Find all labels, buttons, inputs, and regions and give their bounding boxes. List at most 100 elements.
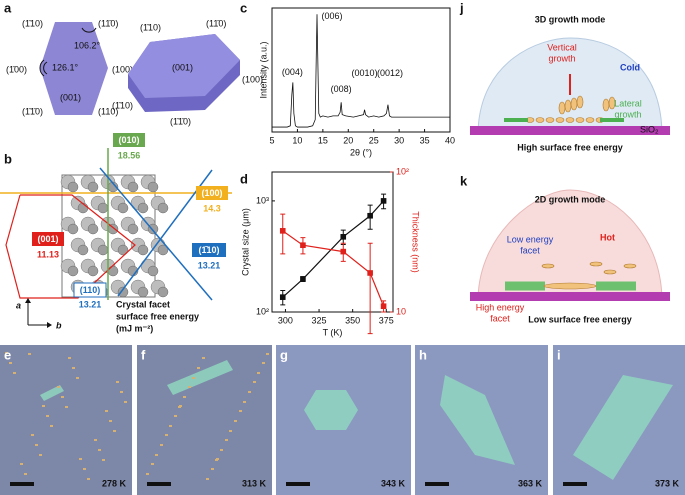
facet-box: [196, 186, 228, 200]
atom: [147, 181, 159, 193]
debris: [229, 430, 232, 432]
debris: [9, 362, 12, 364]
facet-name: (100): [201, 188, 222, 198]
facet-label: (1̄10): [22, 18, 43, 28]
facet-label: (100): [112, 64, 133, 74]
charts: 5 10 15 20 25 30 35 40 2θ (°) Intensity (a.u.) (00…: [240, 7, 455, 337]
panel-b: (010) 18.56 (100) 14.3 (001) 11.13 (1̄10…: [0, 133, 232, 333]
temperature-label: 363 K: [518, 478, 543, 488]
debris: [102, 459, 105, 461]
annotation: (0012): [377, 68, 403, 78]
facet-box: [192, 243, 226, 257]
atom: [137, 202, 149, 214]
marker: [340, 248, 347, 255]
debris: [83, 468, 86, 470]
prism-top: [128, 34, 240, 98]
annotation: (004): [282, 67, 303, 77]
debris: [174, 415, 177, 417]
x-tick-label: 20: [343, 135, 353, 145]
debris: [94, 439, 97, 441]
facet-name: (1̄10): [198, 245, 219, 255]
scale-bar: [286, 482, 310, 486]
crystal: [167, 360, 233, 395]
plot-frame: [271, 7, 451, 133]
panel-j: 3D growth mode Vertical growth Cold Late…: [470, 14, 670, 152]
panel-label: b: [4, 151, 12, 166]
x-tick-label: 10: [292, 135, 302, 145]
scale-bar: [425, 482, 449, 486]
panel-label: c: [240, 0, 247, 15]
y2-tick-label: 10²: [396, 166, 409, 176]
angle-arc: [39, 59, 48, 77]
error-bar: [280, 213, 286, 255]
debris: [61, 396, 64, 398]
label: growth: [614, 109, 641, 119]
debris: [151, 463, 154, 465]
debris: [146, 473, 149, 475]
micrograph: 363 K h: [415, 345, 548, 495]
hexagon: [40, 22, 108, 115]
caption: Low surface free energy: [528, 314, 632, 324]
y-tick-label: 10³: [256, 195, 269, 205]
error-bar: [367, 242, 373, 335]
flakes: [525, 95, 616, 123]
facet-outline: [5, 194, 136, 299]
label: Vertical: [547, 42, 577, 52]
marker: [300, 242, 306, 249]
micrographs: 278 K e 313 K f 343 K g 363 K h 373 K i: [0, 345, 685, 495]
y-axis-label: Crystal size (μm): [240, 208, 250, 276]
debris: [266, 353, 269, 355]
micrograph: 343 K g: [276, 345, 411, 495]
facet-label: (11̄0): [98, 18, 118, 28]
annotation: (008): [331, 84, 352, 94]
panel-label: d: [240, 171, 248, 186]
debris: [5, 352, 8, 354]
debris: [87, 478, 90, 480]
crystal: [573, 375, 673, 480]
crystal: [304, 390, 358, 430]
atom: [87, 223, 99, 235]
panel-label: f: [141, 347, 146, 362]
marker: [367, 212, 373, 219]
label: High energy: [476, 302, 525, 312]
atom: [137, 244, 149, 256]
debris: [24, 473, 27, 475]
micrograph-bg: [137, 345, 272, 495]
debris: [35, 444, 38, 446]
series-line: [272, 14, 450, 128]
debris: [28, 353, 31, 355]
debris: [257, 372, 260, 374]
label: Low energy: [507, 234, 554, 244]
angle-arc: [81, 27, 97, 33]
x-tick-label: 35: [420, 135, 430, 145]
micrograph-bg: [0, 345, 132, 495]
marker: [279, 228, 286, 234]
facet-label: (1̄1̄0): [22, 106, 43, 116]
facet-box: [32, 232, 64, 246]
debris: [202, 357, 205, 359]
marker: [380, 303, 387, 310]
debris: [234, 420, 237, 422]
panel-label: h: [419, 347, 427, 362]
micrograph: 313 K f: [137, 345, 272, 495]
debris: [68, 357, 71, 359]
marker: [300, 276, 306, 282]
panel-label: k: [460, 173, 468, 188]
debris: [50, 425, 53, 427]
caption: High surface free energy: [517, 142, 623, 152]
atom: [77, 244, 89, 256]
debris: [215, 459, 218, 461]
debris: [192, 377, 195, 379]
axis-name: b: [56, 320, 62, 330]
atom: [67, 265, 79, 277]
label: Cold: [620, 62, 640, 72]
debris: [105, 410, 108, 412]
panel-k: 2D growth mode Hot Low energy facet High…: [470, 189, 670, 324]
axis-name: a: [16, 300, 21, 310]
atom: [127, 223, 139, 235]
panel-a: (1̄10) (11̄0) (1̄00) (100) (1̄1̄0) (001)…: [6, 18, 263, 126]
label: growth: [548, 53, 575, 63]
debris: [165, 434, 168, 436]
atom: [97, 202, 109, 214]
facet-label: (110): [98, 106, 118, 116]
